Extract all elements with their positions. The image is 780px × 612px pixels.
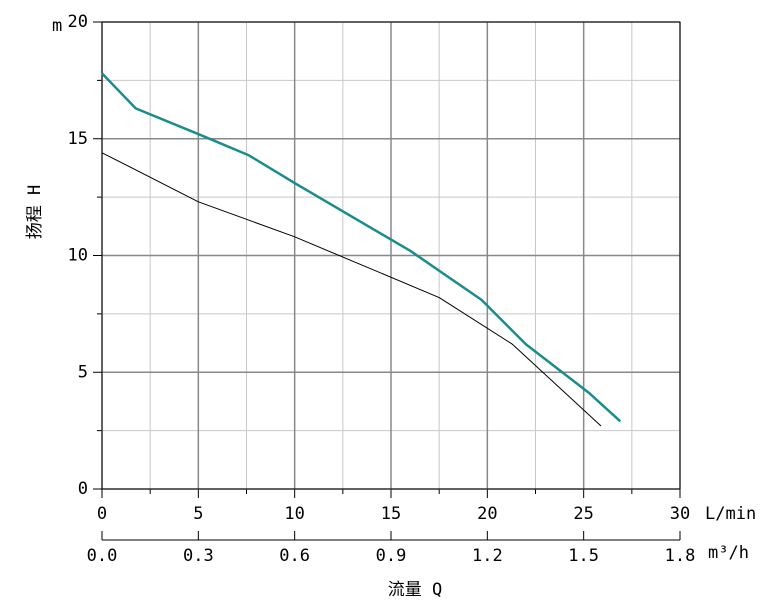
x2-tick-label: 1.2 (472, 546, 503, 566)
x-tick-label: 20 (477, 504, 497, 524)
plot-frame (101, 21, 681, 490)
y-tick-label: 15 (68, 129, 88, 149)
y-tick-label: 10 (68, 246, 88, 266)
x2-tick-label: 0.3 (183, 546, 214, 566)
x-tick-label: 25 (573, 504, 593, 524)
x2-tick-label: 0.0 (87, 546, 118, 566)
x-axis-label: 流量 Q (388, 580, 442, 600)
x-tick-label: 30 (670, 504, 690, 524)
x2-tick-label: 1.8 (665, 546, 696, 566)
x-tick-label: 10 (284, 504, 304, 524)
x-tick-label: 5 (193, 504, 203, 524)
x2-unit: m³/h (708, 543, 749, 563)
x-unit: L/min (705, 504, 756, 524)
y-axis-label: 扬程 H (25, 185, 45, 239)
series-line (101, 72, 622, 423)
y-tick-label: 20 (68, 12, 88, 32)
series-line (101, 152, 602, 427)
x2-tick-label: 0.9 (376, 546, 407, 566)
x-tick-label: 15 (381, 504, 401, 524)
x2-tick-label: 0.6 (279, 546, 310, 566)
x2-tick-label: 1.5 (568, 546, 599, 566)
y-tick-label: 5 (78, 362, 88, 382)
y-unit: m (52, 16, 62, 36)
y-tick-label: 0 (78, 479, 88, 499)
x-tick-label: 0 (97, 504, 107, 524)
